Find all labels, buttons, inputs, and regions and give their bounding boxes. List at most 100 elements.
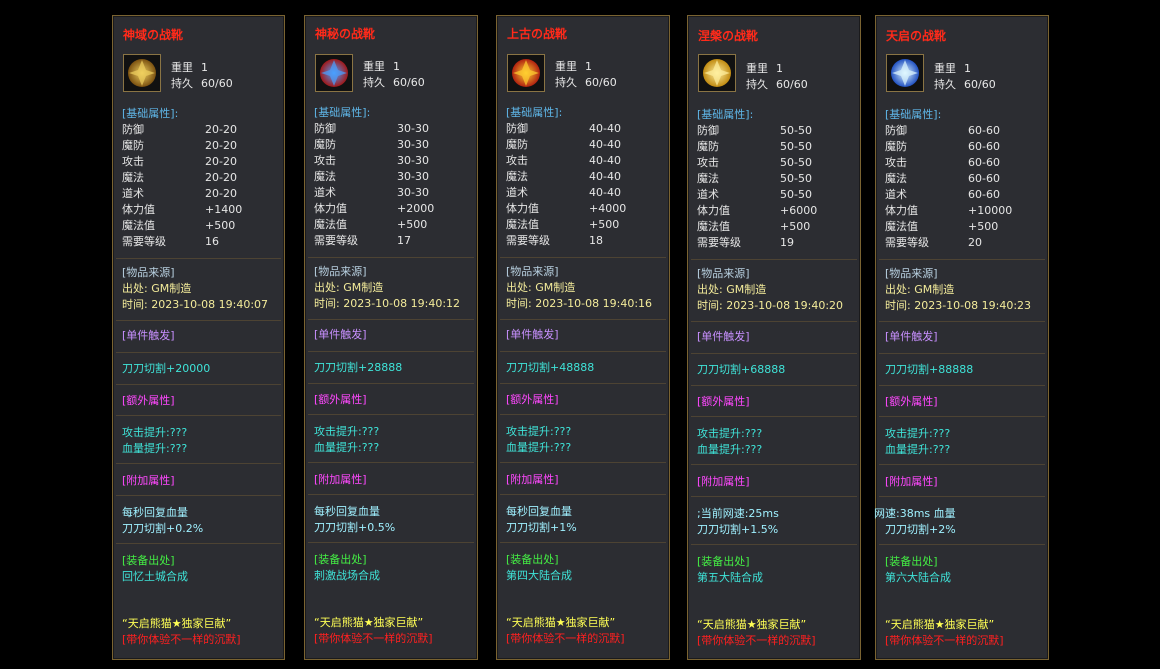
separator	[116, 463, 281, 464]
separator	[308, 494, 474, 495]
item-icon	[123, 54, 161, 92]
time: 时间: 2023-10-08 19:40:12	[314, 297, 461, 310]
stat-value: 50-50	[780, 172, 812, 185]
separator	[879, 416, 1045, 417]
section-header: [装备出处]	[122, 554, 175, 567]
trigger-effect: 刀刀切割+68888	[697, 363, 786, 376]
separator	[500, 542, 666, 543]
stat-value: 30-30	[397, 138, 429, 151]
section-header: [基础属性]:	[697, 108, 754, 121]
item-title: 涅槃の战靴	[698, 29, 759, 43]
separator	[879, 464, 1045, 465]
section-header: [单件触发]	[697, 330, 750, 343]
stat-value: 18	[589, 234, 603, 247]
stat-value: 40-40	[589, 154, 621, 167]
extra-attribute: 血量提升:???	[885, 443, 951, 456]
stat-label: 防御	[506, 122, 528, 135]
separator	[308, 319, 474, 320]
quote: “天启熊猫★独家巨献”	[314, 616, 424, 629]
durability-label: 持久	[746, 78, 768, 91]
section-header: [单件触发]	[314, 328, 367, 341]
added-attribute: 刀刀切割+0.2%	[122, 522, 204, 535]
separator	[308, 383, 474, 384]
separator	[500, 383, 666, 384]
stat-value: 30-30	[397, 186, 429, 199]
equip-location: 刺激战场合成	[314, 569, 380, 582]
stat-label: 防御	[314, 122, 336, 135]
separator	[879, 259, 1045, 260]
origin: 出处: GM制造	[314, 281, 384, 294]
quote: “天启熊猫★独家巨献”	[122, 617, 232, 630]
item-icon	[698, 54, 736, 92]
stat-value: +6000	[780, 204, 818, 217]
extra-attribute: 攻击提升:???	[122, 426, 188, 439]
equip-location: 第六大陆合成	[885, 571, 951, 584]
separator	[879, 544, 1045, 545]
weight-label: 重里	[555, 60, 577, 73]
weight-value: 1	[201, 61, 208, 74]
stat-label: 攻击	[122, 155, 144, 168]
separator	[879, 321, 1045, 322]
weight-label: 重里	[363, 60, 385, 73]
stat-value: 50-50	[780, 188, 812, 201]
stat-label: 体力值	[314, 202, 347, 215]
separator	[691, 496, 857, 497]
section-header: [基础属性]:	[122, 107, 179, 120]
section-header: [附加属性]	[122, 474, 175, 487]
stat-value: +10000	[968, 204, 1013, 217]
stat-label: 攻击	[506, 154, 528, 167]
time: 时间: 2023-10-08 19:40:23	[885, 299, 1032, 312]
origin: 出处: GM制造	[885, 283, 955, 296]
separator	[116, 258, 281, 259]
added-attribute: 刀刀切割+0.5%	[314, 521, 396, 534]
stat-label: 魔法值	[122, 219, 155, 232]
stat-value: 60-60	[968, 188, 1000, 201]
item-tooltip: 上古の战靴 重里 1 持久 60/60 [基础属性]: 防御 40-40 魔防 40-40 攻击 40…	[496, 15, 670, 660]
section-header: [基础属性]:	[885, 108, 942, 121]
stat-value: +500	[205, 219, 236, 232]
weight-label: 重里	[934, 62, 956, 75]
separator	[691, 544, 857, 545]
stat-label: 攻击	[314, 154, 336, 167]
section-header: [物品来源]	[314, 265, 367, 278]
section-header: [附加属性]	[697, 475, 750, 488]
slogan: [带你体验不一样的沉默]	[697, 634, 816, 647]
equip-location: 第五大陆合成	[697, 571, 763, 584]
stat-label: 防御	[697, 124, 719, 137]
section-header: [单件触发]	[506, 328, 559, 341]
section-header: [额外属性]	[506, 393, 559, 406]
separator	[500, 494, 666, 495]
stat-value: +4000	[589, 202, 627, 215]
section-header: [装备出处]	[885, 555, 938, 568]
slogan: [带你体验不一样的沉默]	[122, 633, 241, 646]
stat-label: 攻击	[885, 156, 907, 169]
section-header: [单件触发]	[885, 330, 938, 343]
stat-value: 20-20	[205, 171, 237, 184]
slogan: [带你体验不一样的沉默]	[885, 634, 1004, 647]
added-attribute: ;当前网速:25ms	[697, 507, 779, 520]
stat-value: 20-20	[205, 187, 237, 200]
stat-label: 体力值	[885, 204, 918, 217]
stat-label: 需要等级	[506, 234, 550, 247]
stat-label: 魔防	[314, 138, 336, 151]
trigger-effect: 刀刀切割+88888	[885, 363, 974, 376]
extra-attribute: 攻击提升:???	[885, 427, 951, 440]
extra-attribute: 攻击提升:???	[506, 425, 572, 438]
stat-label: 防御	[885, 124, 907, 137]
section-header: [附加属性]	[885, 475, 938, 488]
durability-label: 持久	[363, 76, 385, 89]
added-attribute: 每秒回复血量	[314, 505, 380, 518]
stat-label: 魔法	[122, 171, 144, 184]
separator	[500, 257, 666, 258]
stat-label: 魔防	[506, 138, 528, 151]
slogan: [带你体验不一样的沉默]	[506, 632, 625, 645]
separator	[879, 353, 1045, 354]
item-icon	[507, 54, 545, 92]
stat-label: 魔法	[506, 170, 528, 183]
stat-value: 19	[780, 236, 794, 249]
separator	[691, 321, 857, 322]
origin: 出处: GM制造	[697, 283, 767, 296]
separator	[691, 353, 857, 354]
stat-value: 30-30	[397, 122, 429, 135]
stat-label: 攻击	[697, 156, 719, 169]
